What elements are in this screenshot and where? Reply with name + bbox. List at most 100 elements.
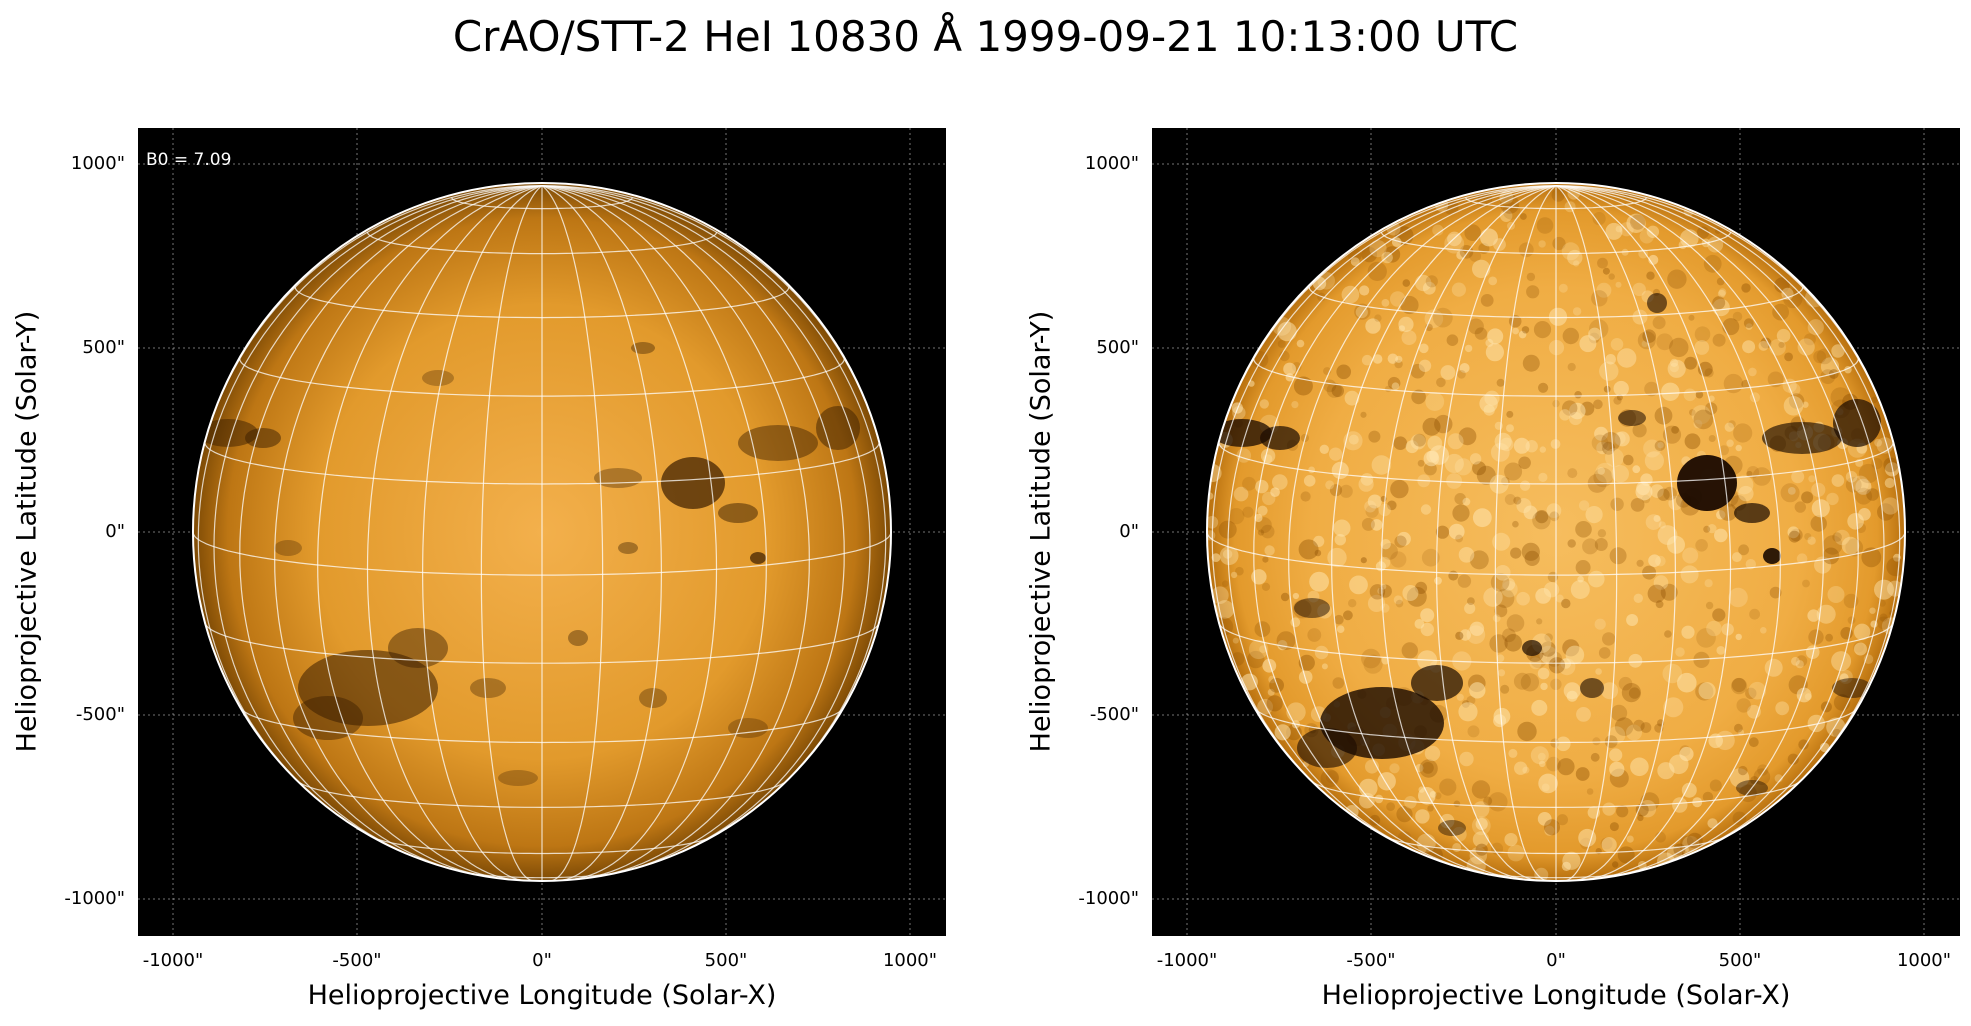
mottle-cell: [1434, 792, 1442, 800]
mottle-cell: [1494, 432, 1512, 450]
mottle-cell: [1704, 368, 1714, 378]
right-xtick-label: 500": [1718, 950, 1762, 971]
mottle-cell: [1681, 625, 1695, 639]
longitude-gridline: [1555, 185, 1859, 874]
mottle-cell: [1372, 354, 1383, 364]
mottle-cell: [1712, 608, 1726, 622]
mottle-cell: [1296, 339, 1305, 348]
mottle-cell: [1567, 468, 1578, 479]
mottle-cell: [1716, 277, 1725, 286]
mottle-cell: [1884, 477, 1895, 489]
mottle-cell: [1259, 399, 1269, 409]
mottle-cell: [1469, 621, 1485, 636]
mottle-cell: [1733, 423, 1753, 443]
mottle-cell: [1455, 631, 1464, 640]
right-map-panel: [1152, 128, 1960, 936]
mottle-cell: [1874, 438, 1882, 447]
mottle-cell: [1435, 525, 1450, 539]
mottle-cell: [1660, 583, 1678, 601]
mottle-cell: [1363, 654, 1383, 674]
mottle-cell: [1222, 580, 1229, 587]
mottle-cell: [1381, 543, 1398, 560]
mottle-cell: [1484, 390, 1500, 406]
mottle-cell: [1262, 658, 1277, 673]
mottle-cell: [1298, 654, 1315, 671]
mottle-cell: [1502, 628, 1516, 643]
mottle-cell: [1522, 766, 1530, 774]
mottle-cell: [1414, 619, 1425, 629]
mottle-cell: [1457, 370, 1466, 379]
mottle-cell: [1772, 303, 1789, 321]
mottle-cell: [1562, 639, 1580, 657]
mottle-cell: [1683, 388, 1697, 402]
mottle-cell: [1492, 614, 1501, 623]
mottle-cell: [1536, 217, 1554, 234]
mottle-cell: [1748, 367, 1757, 377]
mottle-cell: [1633, 719, 1645, 732]
mottle-cell: [1632, 465, 1641, 474]
mottle-cell: [1858, 463, 1879, 484]
mottle-cell: [1827, 586, 1845, 603]
mottle-cell: [1669, 337, 1689, 358]
mottle-cell: [1667, 269, 1687, 289]
mottle-cell: [1617, 348, 1637, 368]
mottle-cell: [1854, 642, 1867, 656]
mottle-cell: [1454, 458, 1472, 476]
mottle-cell: [1802, 401, 1809, 408]
mottle-cell: [1233, 486, 1249, 502]
mottle-cell: [1610, 704, 1628, 722]
left-map-panel: B0 = 7.09: [138, 128, 946, 936]
mottle-cell: [1519, 480, 1531, 491]
mottle-cell: [1504, 833, 1518, 847]
mottle-cell: [1696, 226, 1710, 239]
mottle-cell: [1831, 474, 1845, 487]
mottle-cell: [1517, 721, 1537, 742]
mottle-cell: [1266, 695, 1283, 712]
mottle-cell: [1359, 285, 1370, 296]
mottle-cell: [1459, 751, 1474, 767]
mottle-cell: [1468, 318, 1484, 335]
mottle-cell: [1576, 707, 1591, 722]
mottle-cell: [1444, 453, 1464, 474]
mottle-cell: [1609, 748, 1623, 762]
mottle-cell: [1549, 511, 1560, 522]
mottle-cell: [1601, 432, 1621, 452]
mottle-cell: [1648, 554, 1661, 567]
mottle-cell: [1574, 391, 1582, 399]
mottle-cell: [1321, 663, 1328, 670]
mottle-cell: [1361, 648, 1381, 669]
mottle-cell: [1780, 483, 1800, 503]
mottle-cell: [1218, 520, 1237, 539]
mottle-cell: [1736, 698, 1751, 713]
mottle-cell: [1272, 474, 1288, 490]
mottle-cell: [1807, 609, 1820, 622]
mottle-cell: [1796, 553, 1808, 564]
mottle-cell: [1787, 526, 1800, 539]
mottle-cell: [1613, 380, 1629, 397]
mottle-cell: [1374, 314, 1382, 322]
mottle-cell: [1339, 484, 1353, 498]
mottle-cell: [1472, 461, 1487, 476]
mottle-cell: [1735, 444, 1742, 452]
mottle-cell: [1467, 597, 1475, 605]
mottle-cell: [1551, 188, 1565, 202]
mottle-cell: [1487, 328, 1504, 345]
mottle-cell: [1520, 673, 1540, 692]
mottle-cell: [1708, 435, 1716, 442]
mottle-cell: [1333, 519, 1351, 537]
mottle-cell: [1454, 493, 1466, 505]
mottle-cell: [1592, 212, 1606, 226]
right-xtick-label: -1000": [1156, 950, 1218, 971]
longitude-gridline: [1555, 185, 1885, 864]
mottle-cell: [1874, 579, 1894, 600]
mottle-cell: [1422, 417, 1441, 436]
mottle-cell: [1493, 238, 1506, 251]
mottle-cell: [1492, 532, 1511, 551]
mottle-cell: [1418, 359, 1432, 372]
mottle-cell: [1621, 683, 1641, 703]
longitude-gridline: [1288, 185, 1557, 878]
mottle-cell: [1257, 529, 1265, 536]
mottle-cell: [1691, 405, 1711, 425]
mottle-cell: [1707, 818, 1718, 829]
mottle-cell: [1808, 475, 1816, 483]
